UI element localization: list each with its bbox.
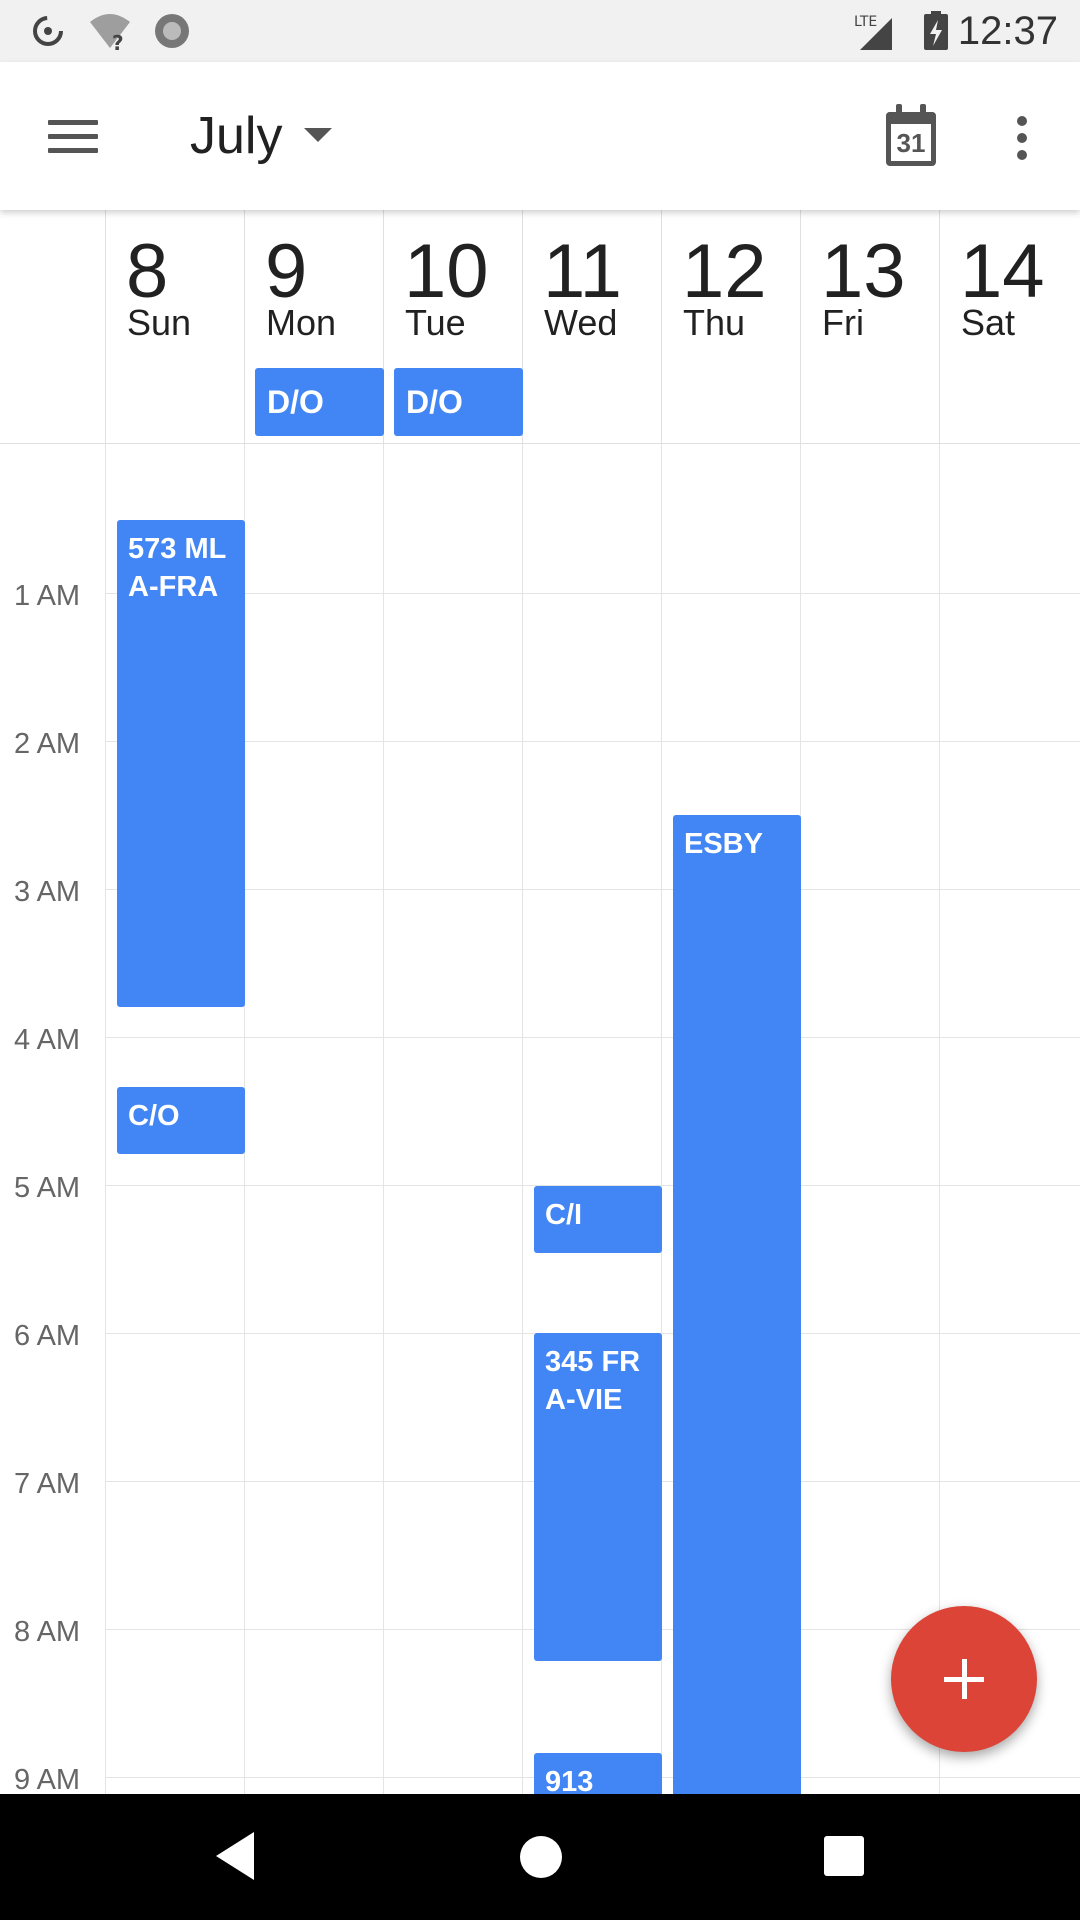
today-calendar-icon[interactable]: 31 bbox=[878, 102, 944, 170]
day-name: Sat bbox=[961, 302, 1016, 343]
home-icon[interactable] bbox=[520, 1836, 562, 1878]
battery-charging-icon bbox=[924, 11, 948, 50]
day-number: 14 bbox=[960, 229, 1045, 314]
status-bar: ? LTE 12:37 bbox=[0, 0, 1080, 62]
network-type-label: LTE bbox=[854, 14, 877, 30]
menu-icon[interactable] bbox=[36, 106, 110, 166]
day-name: Sun bbox=[127, 302, 192, 343]
hour-label: 7 AM bbox=[14, 1468, 81, 1500]
time-grid[interactable]: 1 AM 2 AM 3 AM 4 AM 5 AM 6 AM 7 AM 8 AM … bbox=[0, 444, 1080, 1794]
record-icon bbox=[155, 14, 189, 48]
app-bar: July 31 bbox=[0, 62, 1080, 210]
navigation-bar bbox=[0, 1794, 1080, 1920]
day-name: Thu bbox=[683, 302, 746, 343]
hour-label: 9 AM bbox=[14, 1764, 81, 1794]
week-day-header: 8 Sun 9 Mon 10 Tue 11 Wed 12 Thu 13 Fri … bbox=[0, 210, 1080, 444]
day-number: 11 bbox=[543, 229, 622, 314]
month-title[interactable]: July bbox=[190, 107, 283, 165]
calendar-event[interactable]: 573 MLA-FRA bbox=[117, 520, 245, 1007]
day-number: 8 bbox=[126, 229, 169, 314]
hour-label: 4 AM bbox=[14, 1024, 81, 1056]
status-time: 12:37 bbox=[957, 9, 1058, 53]
wifi-unknown-icon: ? bbox=[90, 14, 130, 52]
hour-label: 8 AM bbox=[14, 1616, 81, 1648]
more-vert-icon[interactable] bbox=[1000, 106, 1044, 170]
calendar-event[interactable]: 345 FRA-VIE bbox=[534, 1333, 662, 1661]
day-header-fri[interactable]: 13 Fri bbox=[800, 210, 939, 444]
calendar-event[interactable]: C/I bbox=[534, 1186, 662, 1253]
calendar-event[interactable]: ESBY bbox=[673, 815, 801, 1794]
day-number: 13 bbox=[821, 229, 906, 314]
signal-icon: LTE bbox=[854, 14, 892, 50]
day-header-mon[interactable]: 9 Mon bbox=[244, 210, 383, 444]
day-header-wed[interactable]: 11 Wed bbox=[522, 210, 661, 444]
add-event-button[interactable] bbox=[891, 1606, 1037, 1752]
day-name: Tue bbox=[405, 302, 466, 343]
back-icon[interactable] bbox=[216, 1832, 254, 1880]
hour-label: 5 AM bbox=[14, 1172, 81, 1204]
day-name: Fri bbox=[822, 302, 864, 343]
day-name: Wed bbox=[544, 302, 618, 343]
dropdown-arrow-icon[interactable] bbox=[304, 128, 332, 142]
day-name: Mon bbox=[266, 302, 337, 343]
calendar-event[interactable]: 913 bbox=[534, 1753, 662, 1794]
recents-icon[interactable] bbox=[824, 1836, 864, 1876]
day-number: 12 bbox=[682, 229, 767, 314]
data-saver-icon bbox=[33, 16, 63, 46]
hour-label: 1 AM bbox=[14, 580, 81, 612]
hour-label: 6 AM bbox=[14, 1320, 81, 1352]
all-day-event[interactable]: D/O bbox=[255, 368, 384, 436]
day-number: 10 bbox=[404, 229, 489, 314]
svg-text:?: ? bbox=[112, 31, 124, 52]
day-header-sat[interactable]: 14 Sat bbox=[939, 210, 1078, 444]
hour-label: 2 AM bbox=[14, 728, 81, 760]
day-header-sun[interactable]: 8 Sun bbox=[105, 210, 244, 444]
day-header-tue[interactable]: 10 Tue bbox=[383, 210, 522, 444]
day-header-thu[interactable]: 12 Thu bbox=[661, 210, 800, 444]
hour-label: 3 AM bbox=[14, 876, 81, 908]
today-icon-number: 31 bbox=[896, 128, 926, 158]
calendar-event[interactable]: C/O bbox=[117, 1087, 245, 1154]
all-day-event[interactable]: D/O bbox=[394, 368, 523, 436]
day-number: 9 bbox=[265, 229, 308, 314]
